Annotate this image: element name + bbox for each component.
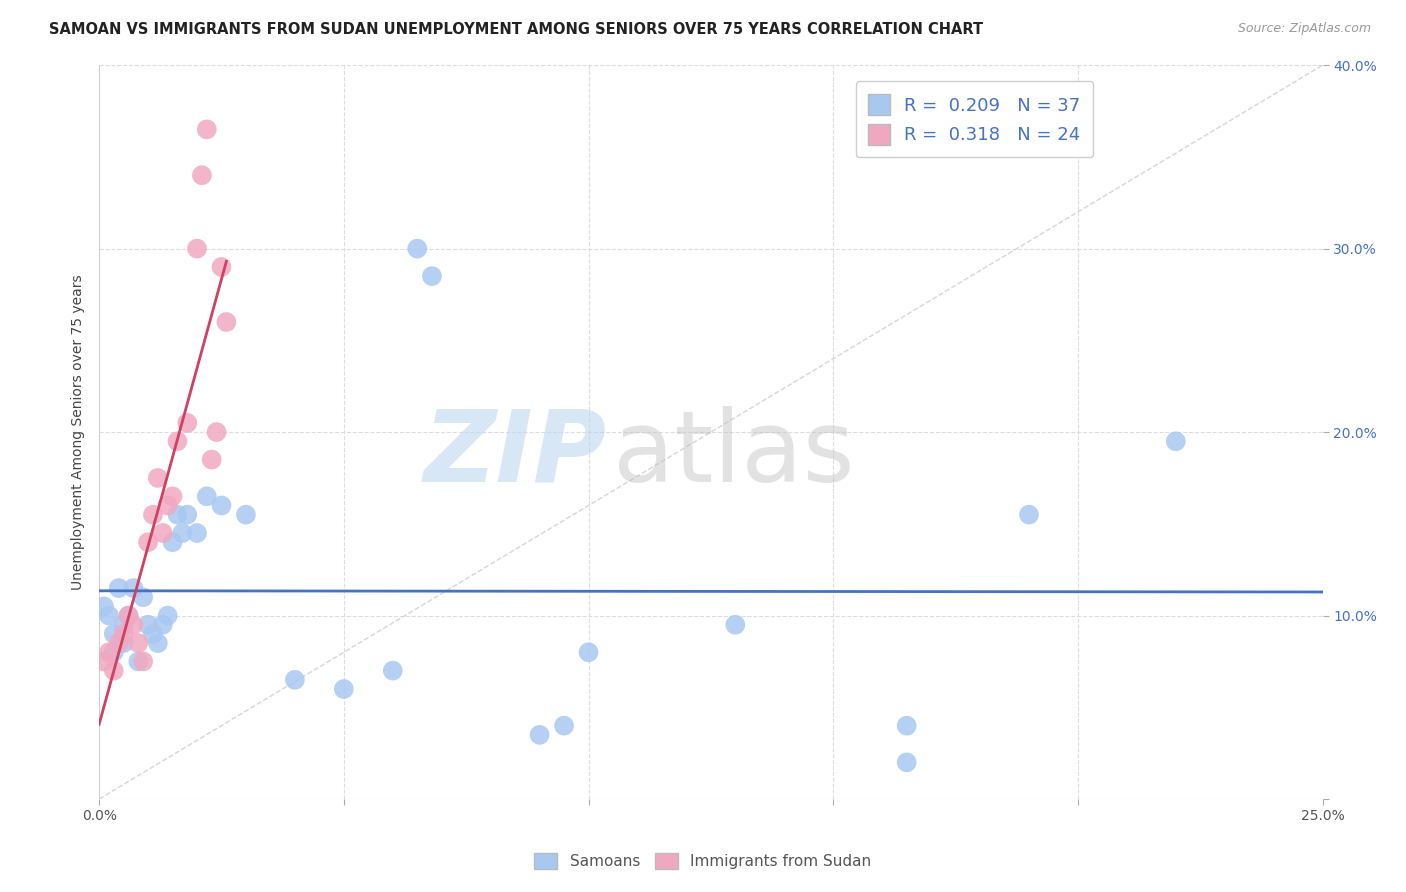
Text: SAMOAN VS IMMIGRANTS FROM SUDAN UNEMPLOYMENT AMONG SENIORS OVER 75 YEARS CORRELA: SAMOAN VS IMMIGRANTS FROM SUDAN UNEMPLOY… (49, 22, 983, 37)
Point (103, 664, 125, 678)
Point (97, 608, 120, 623)
Point (146, 471, 169, 485)
Point (381, 664, 404, 678)
Point (127, 655, 149, 669)
Point (156, 499, 179, 513)
Point (162, 535, 184, 549)
Point (112, 636, 135, 650)
Point (162, 489, 184, 503)
Point (172, 526, 194, 541)
Point (122, 581, 145, 595)
Point (205, 425, 228, 439)
Point (1018, 508, 1040, 522)
Point (420, 269, 443, 284)
Point (553, 719, 575, 733)
Point (132, 591, 155, 605)
Point (146, 636, 169, 650)
Point (152, 617, 174, 632)
Point (333, 681, 356, 696)
Point (112, 627, 135, 641)
Point (195, 122, 218, 136)
Point (152, 526, 174, 541)
Point (132, 655, 155, 669)
Point (186, 242, 208, 256)
Point (142, 627, 165, 641)
Point (107, 581, 129, 595)
Point (142, 508, 165, 522)
Text: ZIP: ZIP (423, 406, 607, 502)
Text: Source: ZipAtlas.com: Source: ZipAtlas.com (1237, 22, 1371, 36)
Point (112, 617, 135, 632)
Point (578, 645, 600, 659)
Legend: Samoans, Immigrants from Sudan: Samoans, Immigrants from Sudan (529, 847, 877, 875)
Point (406, 242, 429, 256)
Point (117, 608, 139, 623)
Point (186, 526, 208, 541)
Point (1164, 434, 1187, 449)
Point (211, 260, 233, 274)
Point (215, 315, 238, 329)
Point (896, 719, 918, 733)
Point (136, 535, 159, 549)
Point (97, 645, 120, 659)
Point (136, 617, 159, 632)
Point (93, 655, 115, 669)
Text: atlas: atlas (613, 406, 855, 502)
Point (191, 168, 214, 182)
Point (211, 499, 233, 513)
Y-axis label: Unemployment Among Seniors over 75 years: Unemployment Among Seniors over 75 years (72, 274, 86, 590)
Point (195, 489, 218, 503)
Point (529, 728, 551, 742)
Point (166, 434, 188, 449)
Point (93, 599, 115, 614)
Point (235, 508, 257, 522)
Point (284, 673, 307, 687)
Point (896, 756, 918, 770)
Point (156, 608, 179, 623)
Point (201, 452, 224, 467)
Point (107, 636, 129, 650)
Legend: R =  0.209   N = 37, R =  0.318   N = 24: R = 0.209 N = 37, R = 0.318 N = 24 (856, 81, 1094, 158)
Point (724, 617, 747, 632)
Point (103, 645, 125, 659)
Point (127, 636, 149, 650)
Point (176, 508, 198, 522)
Point (176, 416, 198, 430)
Point (166, 508, 188, 522)
Point (122, 617, 145, 632)
Point (103, 627, 125, 641)
Point (117, 608, 139, 623)
